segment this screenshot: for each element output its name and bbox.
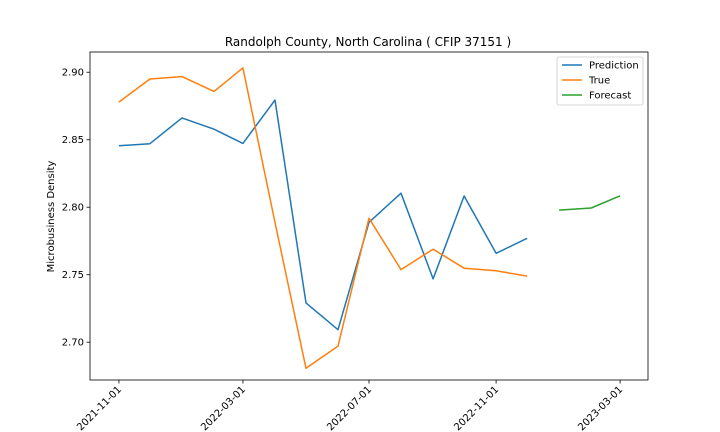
- series-line-forecast: [559, 195, 621, 211]
- legend-label-true: True: [588, 76, 610, 87]
- legend-label-forecast: Forecast: [589, 91, 631, 102]
- legend: Prediction True Forecast: [556, 56, 644, 106]
- y-axis-label: Microbusiness Density: [46, 161, 57, 273]
- y-tick-label: 2.90: [62, 68, 84, 79]
- series-line-prediction: [118, 99, 528, 331]
- series-lines: [118, 67, 621, 370]
- series-line-true: [118, 67, 528, 370]
- plot-frame: [89, 51, 649, 381]
- legend-label-prediction: Prediction: [589, 61, 639, 72]
- y-tick-label: 2.85: [62, 135, 84, 146]
- y-tick-label: 2.75: [62, 270, 84, 281]
- chart-title: Randolph County, North Carolina ( CFIP 3…: [225, 35, 511, 49]
- y-axis-ticks: 2.70 2.75 2.80 2.85 2.90: [62, 68, 90, 349]
- y-tick-label: 2.80: [62, 203, 84, 214]
- legend-box: [556, 56, 644, 106]
- y-tick-label: 2.70: [62, 338, 84, 349]
